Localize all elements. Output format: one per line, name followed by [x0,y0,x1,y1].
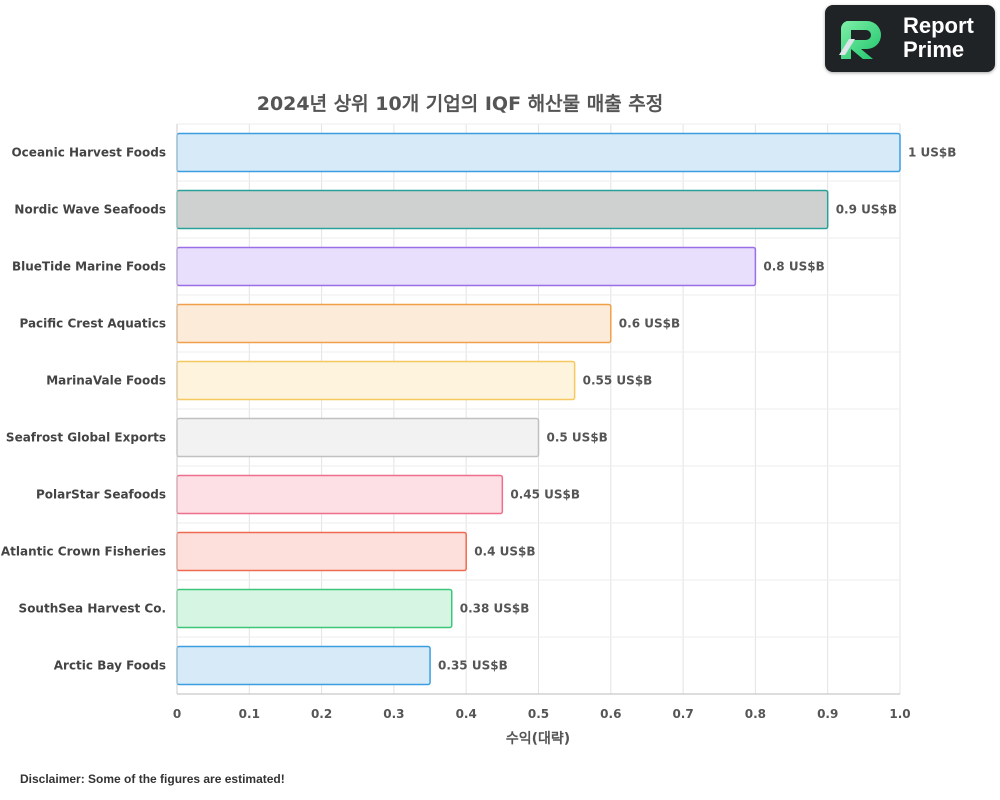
x-tick-label: 0.4 [456,707,477,721]
x-tick-label: 0.6 [600,707,621,721]
bar[interactable] [176,474,504,515]
data-label: 0.8 US$B [763,260,824,274]
x-tick-label: 0.7 [672,707,693,721]
category-label: SouthSea Harvest Co. [19,602,166,616]
disclaimer: Disclaimer: Some of the figures are esti… [20,772,285,786]
chart-title: 2024년 상위 10개 기업의 IQF 해산물 매출 추정 [257,93,664,115]
bar[interactable] [176,132,901,173]
x-tick-label: 0 [173,707,181,721]
x-tick-label: 0.3 [383,707,404,721]
data-label: 0.55 US$B [583,374,653,388]
category-label: PolarStar Seafoods [36,488,166,502]
report-prime-logo-icon [839,21,881,59]
category-label: Seafrost Global Exports [6,431,166,445]
data-label: 0.35 US$B [438,659,508,673]
data-label: 1 US$B [908,146,956,160]
x-axis-title: 수익(대략) [506,730,570,747]
category-label: Oceanic Harvest Foods [11,146,166,160]
category-label: Atlantic Crown Fisheries [1,545,166,559]
bar[interactable] [176,189,829,230]
bar[interactable] [176,645,431,686]
category-label: Nordic Wave Seafoods [14,203,166,217]
x-tick-label: 1.0 [889,707,910,721]
category-label: Pacific Crest Aquatics [19,317,166,331]
x-tick-label: 0.2 [311,707,332,721]
bar[interactable] [176,246,757,287]
data-label: 0.6 US$B [619,317,680,331]
data-label: 0.45 US$B [510,488,580,502]
x-tick-label: 0.8 [745,707,766,721]
data-label: 0.9 US$B [836,203,897,217]
bar[interactable] [176,531,467,572]
bar[interactable] [176,360,576,401]
report-prime-logo: Report Prime [825,5,995,72]
data-label: 0.38 US$B [460,602,530,616]
x-tick-label: 0.1 [239,707,260,721]
axis-layer: 0 0.1 0.2 0.3 0.4 0.5 0.6 0.7 0.8 0.9 1.0 Oceanic H… [1,124,911,721]
category-label: MarinaVale Foods [46,374,166,388]
logo-line-2: Prime [903,37,965,62]
bar-layer: 1 US$B 0.9 US$B 0.8 US$B 0.6 US$B 0.55 US$B 0… [176,132,956,686]
x-tick-label: 0.5 [528,707,549,721]
logo-line-1: Report [903,13,974,38]
bar[interactable] [176,417,540,458]
report-prime-logo-text: Report Prime [903,14,974,62]
category-label: Arctic Bay Foods [54,659,166,673]
category-label: BlueTide Marine Foods [12,260,166,274]
bar[interactable] [176,303,612,344]
data-label: 0.4 US$B [474,545,535,559]
data-label: 0.5 US$B [547,431,608,445]
bar[interactable] [176,588,453,629]
x-tick-label: 0.9 [817,707,838,721]
